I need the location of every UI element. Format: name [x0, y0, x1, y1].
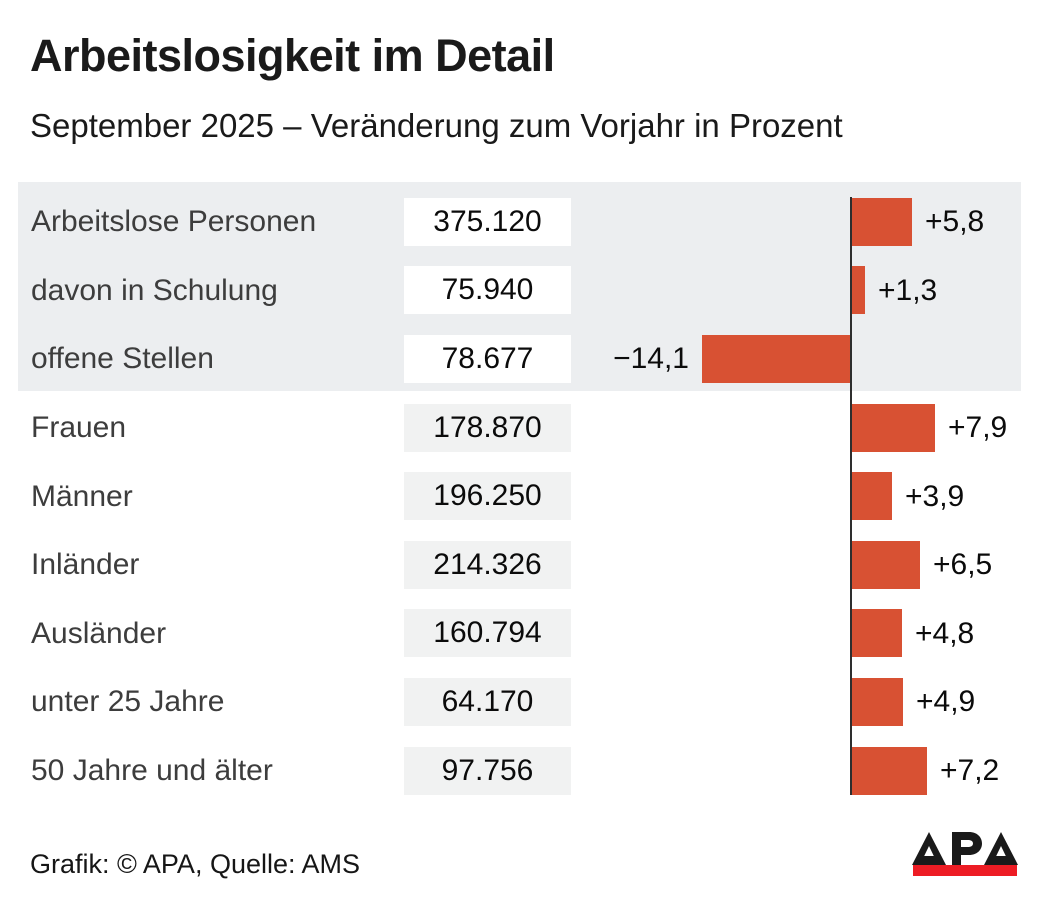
absolute-value-box: 78.677 — [404, 334, 571, 383]
change-bar — [851, 472, 892, 521]
absolute-value-box: 178.870 — [404, 403, 571, 452]
change-bar — [851, 746, 927, 795]
change-bar — [851, 609, 902, 658]
zero-axis-line — [850, 197, 852, 795]
chart-row: Inländer 214.326 +6,5 — [0, 531, 1039, 600]
category-label: offene Stellen — [31, 342, 214, 376]
change-label: +3,9 — [905, 479, 965, 513]
category-label: Männer — [31, 479, 133, 513]
absolute-value-box: 97.756 — [404, 746, 571, 795]
change-bar — [851, 677, 903, 726]
chart-row: Ausländer 160.794 +4,8 — [0, 599, 1039, 668]
absolute-value-box: 375.120 — [404, 197, 571, 246]
absolute-value-box: 196.250 — [404, 472, 571, 521]
chart-row: davon in Schulung 75.940 +1,3 — [0, 256, 1039, 325]
change-label: +7,2 — [940, 754, 1000, 787]
apa-logo — [912, 832, 1018, 876]
page-subtitle: September 2025 – Veränderung zum Vorjahr… — [30, 107, 843, 144]
absolute-value-box: 214.326 — [404, 540, 571, 589]
chart-row: Arbeitslose Personen 375.120 +5,8 — [0, 188, 1039, 257]
chart-row: Männer 196.250 +3,9 — [0, 462, 1039, 531]
apa-logo-red-bar — [913, 865, 1017, 876]
change-bar — [851, 403, 935, 452]
change-label: +6,5 — [933, 548, 993, 582]
change-bar — [851, 197, 912, 246]
change-label: +4,9 — [916, 685, 976, 719]
change-bar — [851, 266, 865, 315]
source-credit: Grafik: © APA, Quelle: AMS — [30, 849, 361, 879]
chart-row: offene Stellen 78.677 −14,1 — [0, 325, 1039, 394]
category-label: Frauen — [31, 411, 127, 444]
chart-row: 50 Jahre und älter 97.756 +7,2 — [0, 737, 1039, 806]
absolute-value-box: 160.794 — [404, 609, 571, 658]
category-label: Inländer — [31, 548, 140, 582]
page-title: Arbeitslosigkeit im Detail — [30, 30, 555, 81]
chart-row: Frauen 178.870 +7,9 — [0, 394, 1039, 463]
category-label: Ausländer — [31, 616, 167, 650]
change-label: +7,9 — [948, 411, 1008, 444]
change-label: −14,1 — [613, 342, 689, 376]
absolute-value-box: 75.940 — [404, 266, 571, 315]
change-label: +4,8 — [915, 616, 975, 650]
change-label: +1,3 — [878, 273, 938, 307]
chart-row: unter 25 Jahre 64.170 +4,9 — [0, 668, 1039, 737]
category-label: 50 Jahre und älter — [31, 754, 273, 787]
change-bar — [851, 540, 920, 589]
change-label: +5,8 — [925, 205, 985, 239]
apa-logo-letter-p — [952, 832, 982, 865]
category-label: Arbeitslose Personen — [31, 205, 317, 239]
category-label: davon in Schulung — [31, 273, 278, 307]
change-bar — [702, 334, 851, 383]
absolute-value-box: 64.170 — [404, 677, 571, 726]
category-label: unter 25 Jahre — [31, 685, 225, 719]
